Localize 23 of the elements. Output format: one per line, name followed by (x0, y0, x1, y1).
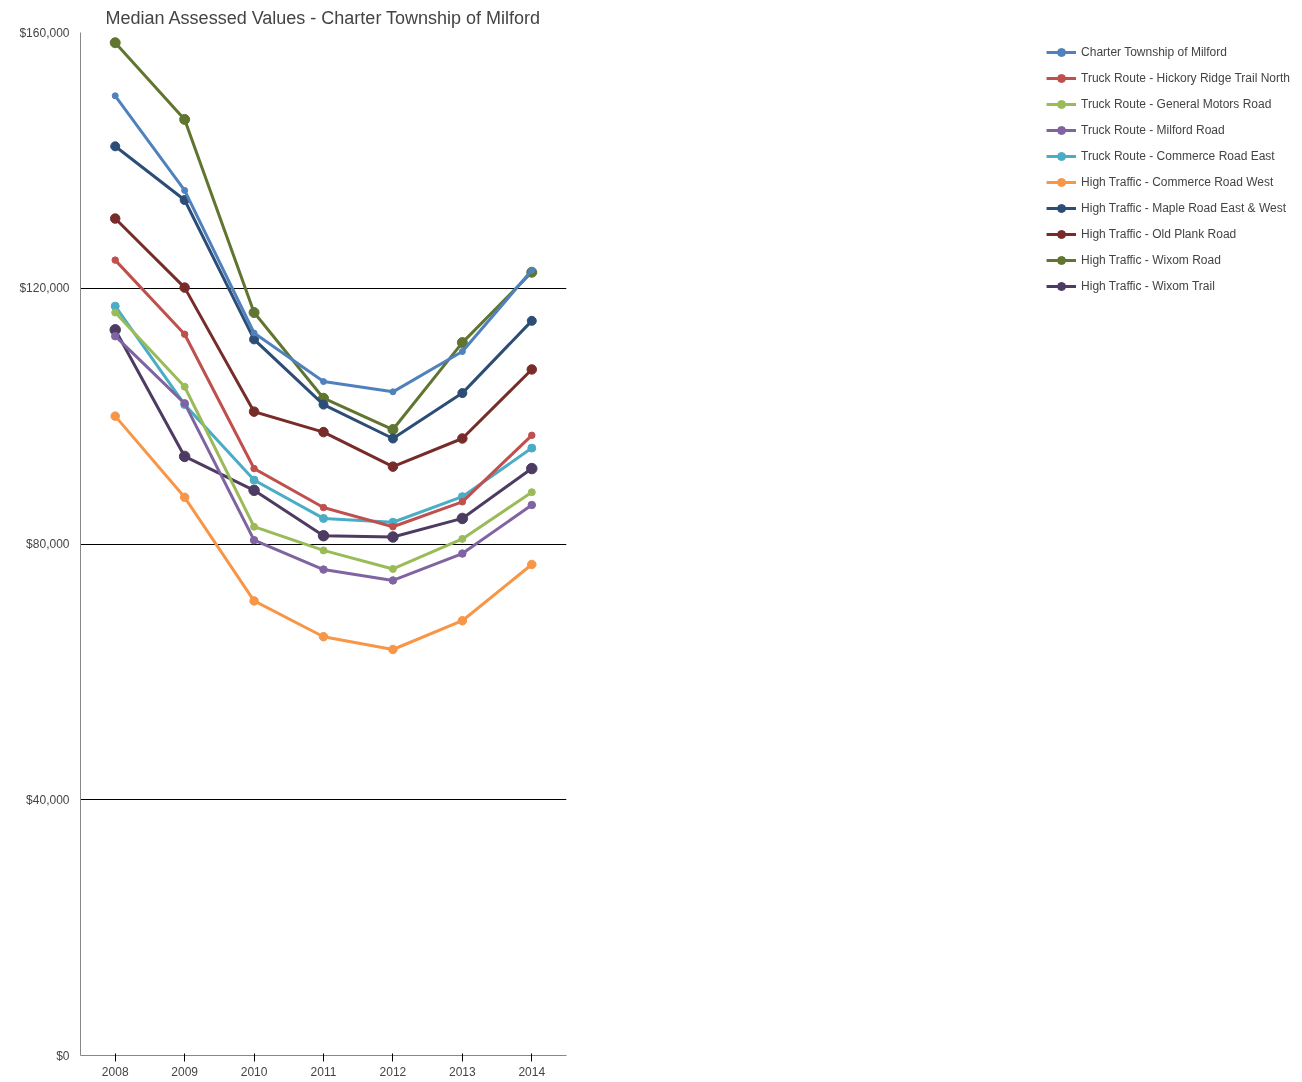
legend-label: Charter Township of Milford (1081, 45, 1227, 59)
legend-label: Truck Route - General Motors Road (1081, 97, 1272, 111)
x-tick-label: 2011 (310, 1064, 337, 1079)
legend-label: Truck Route - Milford Road (1081, 123, 1225, 137)
legend-label: High Traffic - Old Plank Road (1081, 227, 1237, 241)
x-tick-label: 2009 (171, 1064, 199, 1079)
y-tick-label: $0 (56, 1048, 70, 1063)
y-tick-label: $40,000 (26, 792, 70, 807)
legend-label: Truck Route - Hickory Ridge Trail North (1081, 71, 1290, 85)
y-tick-label: $80,000 (26, 537, 70, 551)
x-tick-label: 2010 (240, 1064, 268, 1079)
legend-label: Truck Route - Commerce Road East (1081, 149, 1275, 163)
chart-title: Median Assessed Values - Charter Township of Milford (105, 7, 541, 28)
legend-label: High Traffic - Maple Road East & West (1081, 201, 1287, 215)
legend-label: High Traffic - Wixom Road (1081, 253, 1221, 267)
x-tick-label: 2012 (379, 1064, 407, 1079)
x-tick-label: 2014 (518, 1064, 546, 1079)
x-tick-label: 2008 (101, 1064, 129, 1079)
legend-label: High Traffic - Commerce Road West (1081, 175, 1274, 189)
legend-label: High Traffic - Wixom Trail (1081, 279, 1215, 293)
y-tick-label: $120,000 (19, 281, 70, 296)
y-tick-label: $160,000 (19, 25, 70, 40)
x-tick-label: 2013 (449, 1064, 477, 1079)
